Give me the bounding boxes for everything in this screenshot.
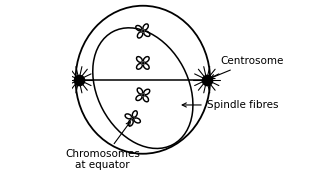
- Text: Chromosomes
at equator: Chromosomes at equator: [65, 122, 140, 170]
- Circle shape: [142, 62, 144, 64]
- Circle shape: [132, 117, 134, 119]
- Point: [204, 78, 209, 81]
- Circle shape: [142, 30, 144, 32]
- Circle shape: [142, 94, 144, 96]
- Text: Spindle fibres: Spindle fibres: [182, 100, 278, 110]
- Point: [76, 78, 82, 81]
- Text: Centrosome: Centrosome: [211, 56, 283, 79]
